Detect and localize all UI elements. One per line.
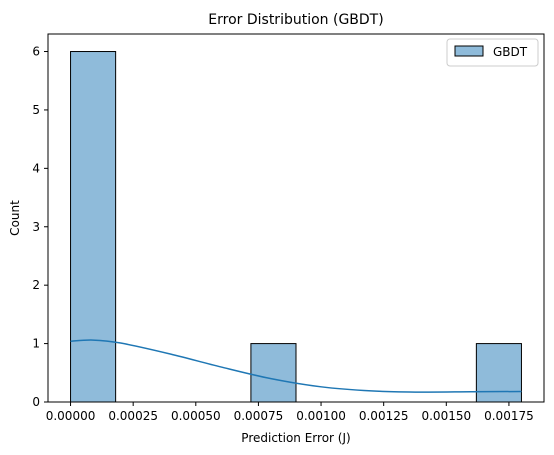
y-tick-label: 6: [32, 45, 40, 59]
histogram-bar: [251, 344, 296, 402]
histogram-bar: [476, 344, 521, 402]
x-tick-label: 0.00125: [359, 409, 409, 423]
y-tick-label: 5: [32, 103, 40, 117]
x-tick-label: 0.00150: [421, 409, 471, 423]
legend-label: GBDT: [493, 45, 528, 59]
y-axis-label: Count: [8, 200, 22, 236]
legend-swatch: [455, 46, 483, 56]
histogram-bar: [71, 52, 116, 402]
y-tick-label: 0: [32, 395, 40, 409]
legend: GBDT: [447, 39, 538, 66]
chart-title: Error Distribution (GBDT): [208, 12, 383, 28]
y-tick-label: 3: [32, 220, 40, 234]
x-tick-label: 0.00075: [234, 409, 284, 423]
x-tick-label: 0.00000: [46, 409, 96, 423]
x-tick-label: 0.00025: [108, 409, 158, 423]
y-tick-label: 2: [32, 278, 40, 292]
x-axis-label: Prediction Error (J): [241, 431, 350, 445]
y-tick-label: 4: [32, 161, 40, 175]
x-tick-label: 0.00050: [171, 409, 221, 423]
x-tick-label: 0.00100: [296, 409, 346, 423]
y-tick-label: 1: [32, 337, 40, 351]
x-tick-label: 0.00175: [484, 409, 534, 423]
